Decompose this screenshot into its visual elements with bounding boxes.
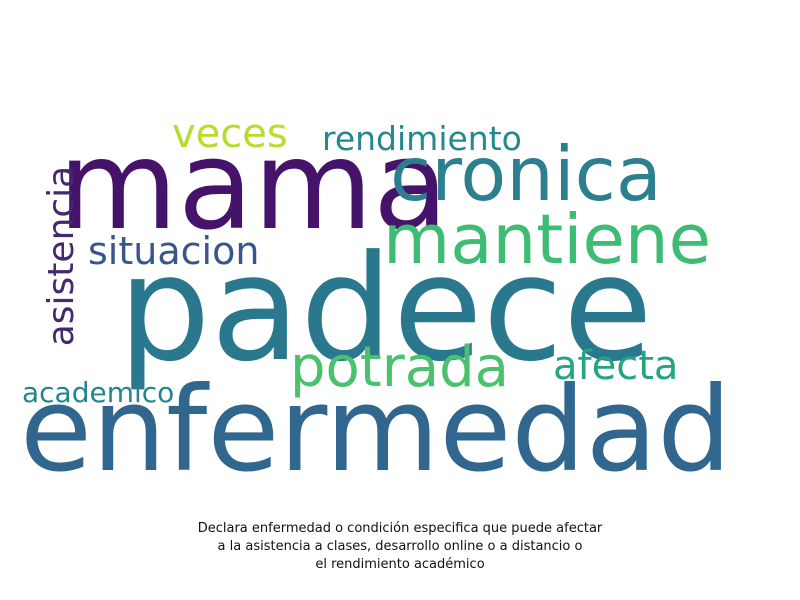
caption-line-1: Declara enfermedad o condición especific…	[197, 521, 603, 536]
word-mama: mama	[58, 115, 449, 258]
word-asistencia: asistencia	[41, 165, 82, 347]
word-rendimiento: rendimiento	[322, 119, 522, 158]
word-cloud: padece enfermedad mama cronica mantiene …	[20, 111, 732, 498]
word-padece: padece	[118, 224, 653, 394]
word-enfermedad: enfermedad	[20, 361, 732, 498]
word-afecta: afecta	[553, 343, 679, 389]
figure-caption: Declara enfermedad o condición especific…	[0, 520, 800, 574]
caption-line-2: a la asistencia a clases, desarrollo onl…	[217, 539, 583, 554]
word-mantiene: mantiene	[383, 200, 712, 280]
caption-line-3: el rendimiento académico	[315, 557, 485, 572]
word-cronica: cronica	[390, 130, 662, 218]
word-situacion: situacion	[88, 229, 260, 273]
word-academico: academico	[22, 376, 175, 409]
word-veces: veces	[172, 111, 288, 157]
word-potrada: potrada	[290, 335, 509, 400]
